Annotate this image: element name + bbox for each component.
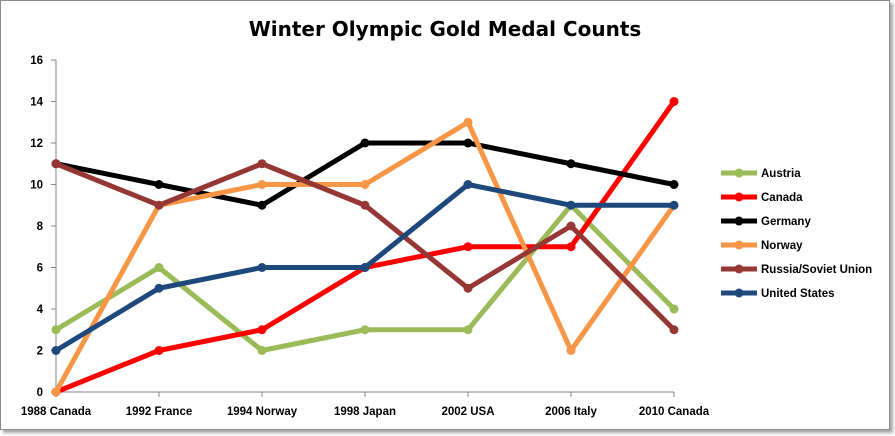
data-point-germany: [463, 138, 473, 148]
legend-item-austria: Austria: [721, 168, 801, 180]
x-tick-label: 2006 Italy: [545, 406, 597, 418]
data-point-united-states: [463, 180, 473, 189]
series-line-germany: [53, 140, 677, 208]
series-united-states: [51, 180, 679, 355]
legend-label: Russia/Soviet Union: [761, 264, 872, 276]
series-russia-soviet-union: [51, 159, 679, 335]
data-point-austria: [463, 325, 473, 335]
data-point-austria: [360, 325, 370, 335]
y-tick-label: 8: [37, 221, 44, 233]
data-point-germany: [360, 138, 370, 148]
legend-item-united-states: United States: [721, 288, 835, 300]
data-point-austria: [257, 346, 267, 355]
x-tick-label: 1994 Norway: [227, 406, 298, 418]
legend: Austria Canada Germany Norway Russia/Soviet …: [721, 168, 872, 300]
legend-swatch-marker: [734, 192, 744, 202]
legend-swatch-marker: [734, 288, 744, 298]
y-tick-label: 12: [30, 138, 43, 150]
legend-item-norway: Norway: [721, 240, 803, 252]
data-point-united-states: [257, 263, 267, 272]
data-point-russia-soviet-union: [154, 200, 164, 210]
data-point-russia-soviet-union: [566, 221, 576, 231]
data-point-united-states: [154, 283, 164, 293]
data-point-russia-soviet-union: [51, 159, 61, 169]
data-point-russia-soviet-union: [257, 159, 267, 169]
legend-swatch-marker: [734, 168, 744, 178]
data-point-canada: [154, 346, 164, 355]
data-point-norway: [360, 180, 370, 189]
y-tick-label: 16: [30, 55, 43, 67]
legend-label: Germany: [761, 216, 811, 228]
data-point-norway: [566, 346, 576, 355]
series-line-norway: [53, 119, 677, 395]
x-tick-label: 1992 France: [126, 406, 193, 418]
legend-swatch-marker: [734, 240, 744, 250]
y-tick-label: 4: [37, 304, 44, 316]
data-point-germany: [257, 200, 267, 210]
legend-swatch-marker: [734, 264, 744, 274]
chart-title: Winter Olympic Gold Medal Counts: [249, 17, 642, 41]
data-point-russia-soviet-union: [360, 200, 370, 210]
series-group: [51, 97, 679, 397]
legend-item-germany: Germany: [721, 216, 811, 228]
data-point-norway: [257, 180, 267, 189]
data-point-russia-soviet-union: [463, 283, 473, 293]
legend-label: United States: [761, 288, 835, 300]
y-axis-ticks: 0 2 4 6 8 10 12 14 16: [30, 55, 56, 399]
x-tick-label: 2010 Canada: [639, 406, 710, 418]
x-tick-label: 2002 USA: [441, 406, 494, 418]
legend-item-canada: Canada: [721, 192, 803, 204]
data-point-germany: [154, 180, 164, 189]
data-point-austria: [154, 263, 164, 272]
data-point-canada: [463, 242, 473, 252]
data-point-germany: [669, 180, 679, 189]
x-axis-ticks: 1988 Canada 1992 France 1994 Norway 1998 Ja…: [21, 392, 710, 418]
y-tick-label: 0: [37, 387, 43, 399]
data-point-germany: [566, 159, 576, 169]
data-point-united-states: [669, 200, 679, 210]
data-point-norway: [463, 117, 473, 127]
data-point-united-states: [566, 200, 576, 210]
legend-label: Canada: [761, 192, 803, 204]
x-tick-label: 1998 Japan: [334, 406, 396, 418]
legend-swatch-marker: [734, 216, 744, 226]
y-tick-label: 2: [37, 346, 43, 358]
x-tick-label: 1988 Canada: [21, 406, 92, 418]
legend-label: Norway: [761, 240, 803, 252]
data-point-united-states: [360, 263, 370, 272]
y-tick-label: 10: [30, 180, 43, 192]
data-point-austria: [669, 304, 679, 314]
line-chart: Winter Olympic Gold Medal Counts 0 2 4 6 8 10…: [21, 17, 872, 418]
legend-label: Austria: [761, 168, 801, 180]
data-point-canada: [566, 242, 576, 252]
data-point-norway: [51, 387, 61, 397]
y-tick-label: 6: [37, 263, 43, 275]
data-point-united-states: [51, 346, 61, 355]
y-tick-label: 14: [30, 97, 43, 109]
data-point-canada: [669, 97, 679, 106]
data-point-canada: [257, 325, 267, 335]
data-point-austria: [51, 325, 61, 335]
data-point-russia-soviet-union: [669, 325, 679, 335]
legend-item-russia-soviet-union: Russia/Soviet Union: [721, 264, 872, 276]
